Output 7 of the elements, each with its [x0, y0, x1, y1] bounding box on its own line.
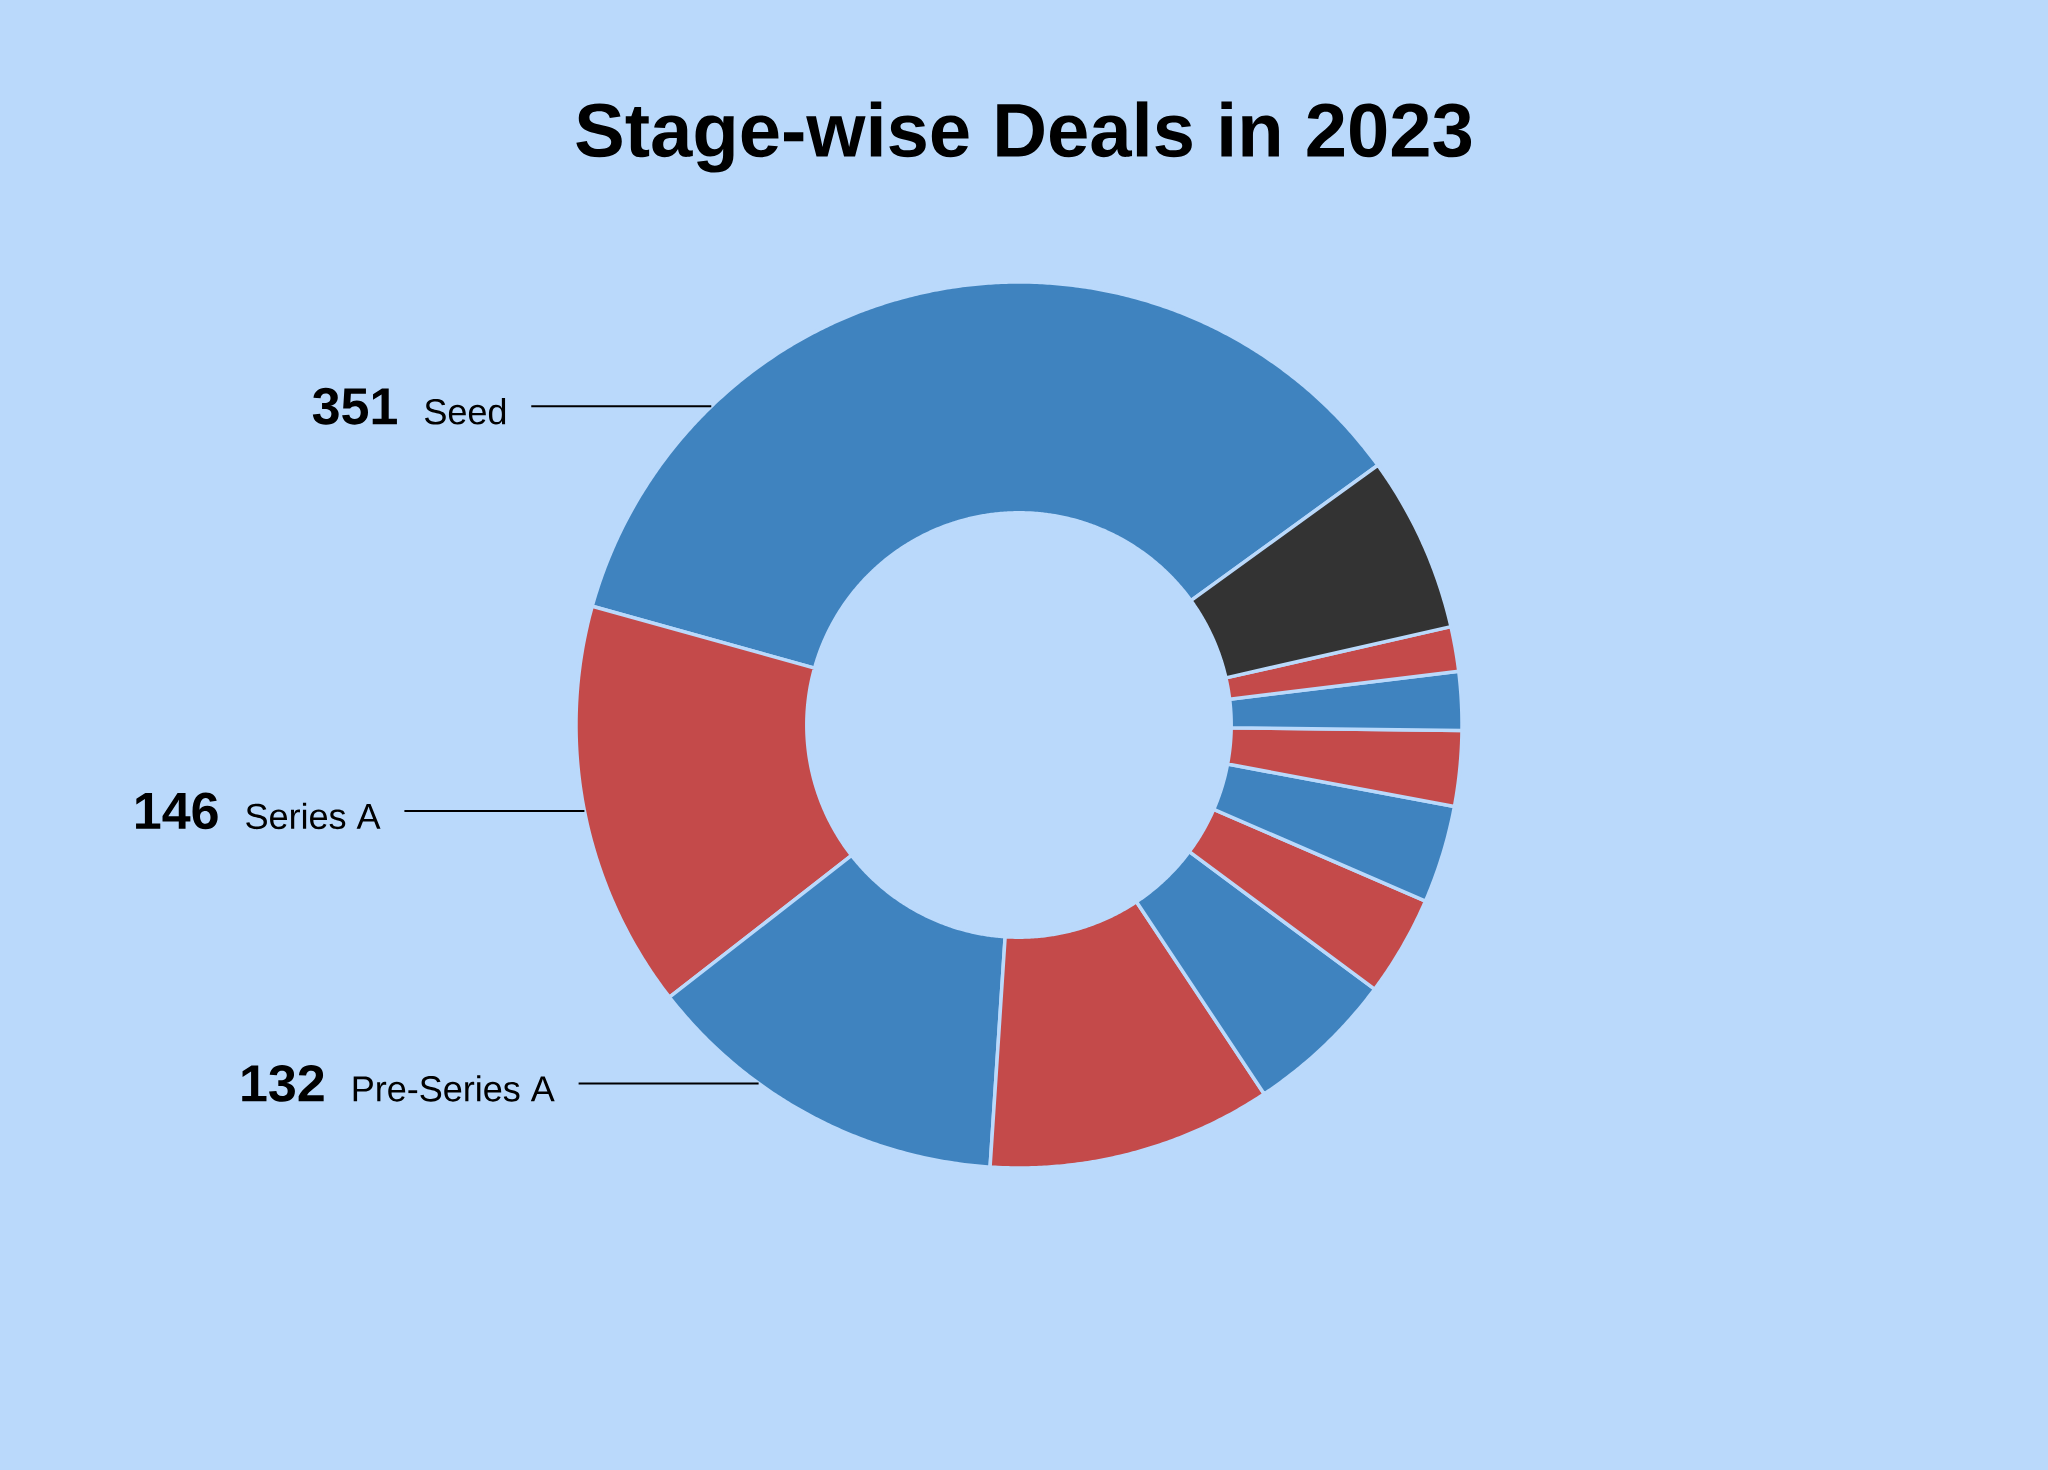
slice-label: Seed — [425, 398, 506, 425]
data-label: 351 — [312, 387, 397, 425]
data-label: 146 — [136, 792, 218, 830]
slice-label: Pre-Series A — [353, 1075, 555, 1102]
slice-label: Series A — [246, 802, 381, 830]
chart-title: Stage-wise Deals in 2023 — [576, 101, 1472, 173]
data-label: 132 — [242, 1064, 324, 1102]
